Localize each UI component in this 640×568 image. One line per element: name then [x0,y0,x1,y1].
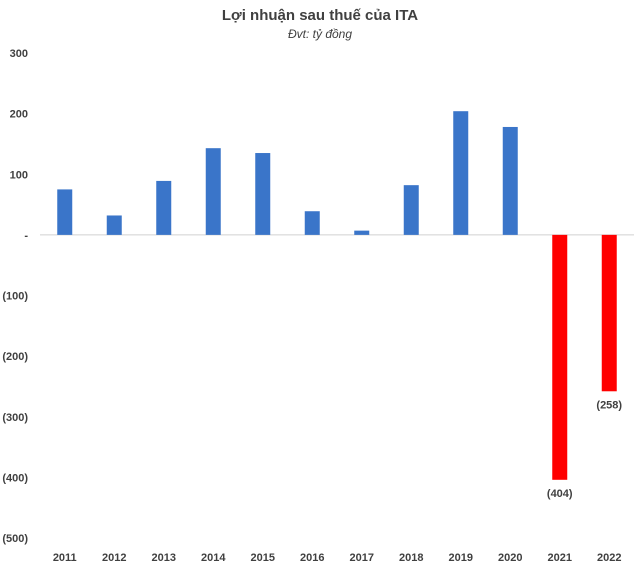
bar-2013 [156,180,172,235]
x-tick-label: 2013 [152,552,176,564]
y-tick-label: (300) [2,412,28,424]
bar-2011 [57,189,73,235]
bar-2017 [354,230,370,235]
y-tick-label: 100 [10,169,28,181]
data-label: (404) [547,488,573,500]
y-tick-label: (500) [2,533,28,545]
bar-2015 [255,153,271,235]
y-tick-label: 300 [10,48,28,60]
data-label: (258) [596,399,622,411]
x-tick-label: 2019 [449,552,473,564]
bar-2018 [403,185,419,235]
y-tick-label: (400) [2,472,28,484]
y-tick-label: (200) [2,351,28,363]
x-tick-label: 2012 [102,552,126,564]
x-tick-label: 2014 [201,552,226,564]
x-tick-label: 2022 [597,552,621,564]
bar-2014 [205,148,221,235]
y-tick-label: - [24,230,28,242]
bar-2020 [502,126,518,235]
x-tick-label: 2017 [350,552,374,564]
x-tick-label: 2016 [300,552,324,564]
chart-title: Lợi nhuận sau thuế của ITA [221,7,419,24]
bar-2012 [106,215,122,235]
bar-2019 [453,111,469,235]
x-tick-label: 2018 [399,552,423,564]
bar-2016 [304,211,320,235]
y-tick-label: 200 [10,109,28,121]
bar-2021 [552,234,568,480]
x-tick-label: 2021 [548,552,572,564]
x-tick-label: 2011 [53,552,77,564]
x-tick-label: 2020 [498,552,522,564]
y-tick-label: (100) [2,291,28,303]
x-tick-label: 2015 [251,552,275,564]
bar-2022 [601,234,617,392]
chart-subtitle: Đvt: tỷ đồng [287,27,353,41]
